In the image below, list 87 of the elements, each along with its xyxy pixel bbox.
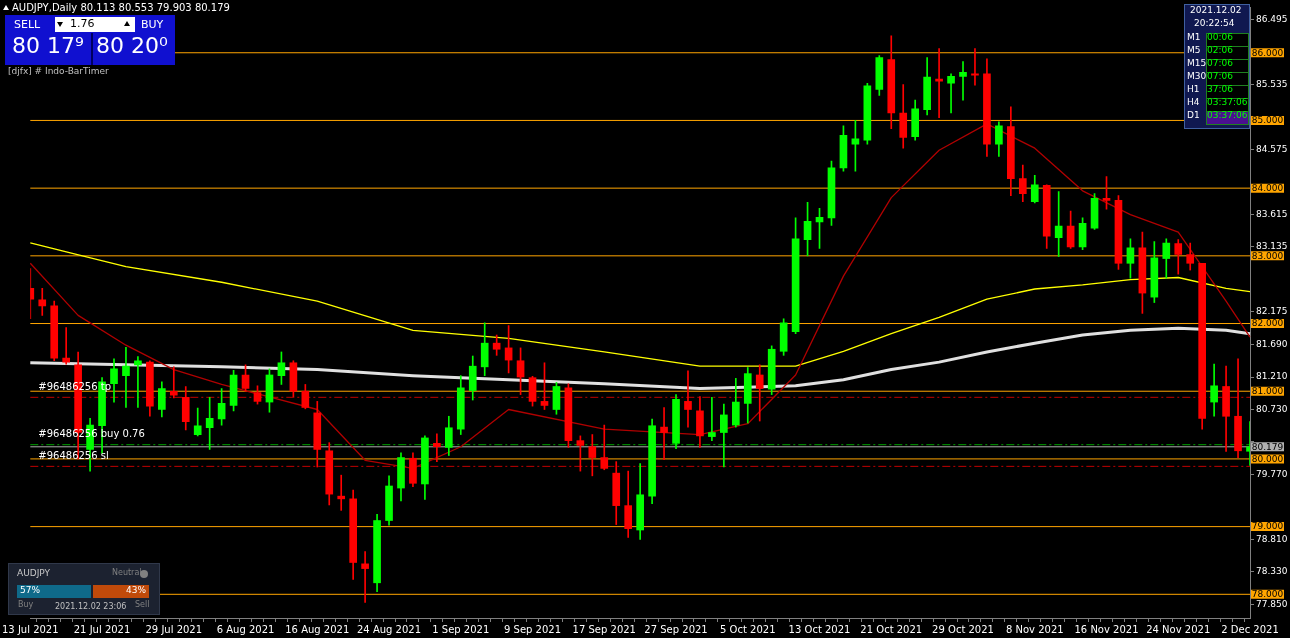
y-tick-label: 78.330 xyxy=(1256,566,1288,577)
candlestick xyxy=(433,433,441,462)
y-tick-label: 83.135 xyxy=(1256,241,1288,252)
annotation: 1.76 xyxy=(70,17,95,31)
candlestick xyxy=(361,551,369,603)
annotation: M30 xyxy=(1187,71,1207,82)
x-tick-label: 17 Sep 2021 xyxy=(572,623,636,635)
annotation: M5 xyxy=(1187,45,1201,56)
x-tick-label: 24 Aug 2021 xyxy=(357,623,422,635)
annotation: 20:22:54 xyxy=(1194,18,1235,29)
x-tick-label: 21 Jul 2021 xyxy=(73,623,131,635)
y-tick-label: 82.175 xyxy=(1256,306,1288,317)
candlestick xyxy=(959,61,967,101)
annotation: 07:06 xyxy=(1207,71,1233,82)
x-tick-label: 2 Dec 2021 xyxy=(1221,623,1279,635)
x-tick-label: 9 Sep 2021 xyxy=(504,623,562,635)
ref-line-label: 82.000 xyxy=(1251,318,1284,329)
x-tick-label: 8 Nov 2021 xyxy=(1005,623,1064,635)
x-tick-label: 6 Aug 2021 xyxy=(216,623,275,635)
candlestick xyxy=(660,407,668,460)
candlestick xyxy=(38,288,47,316)
candlestick xyxy=(122,346,130,408)
candlestick xyxy=(337,474,346,511)
y-tick-label: 83.615 xyxy=(1256,208,1288,219)
annotation: M15 xyxy=(1187,58,1207,69)
y-tick-label: 81.690 xyxy=(1256,338,1288,349)
ref-line-label: 80.179 xyxy=(1251,441,1284,452)
annotation: 2021.12.02 23:06 xyxy=(55,602,127,612)
ref-line-label: 85.000 xyxy=(1251,115,1284,126)
candlestick xyxy=(947,73,955,114)
chart-title: AUDJPY,Daily 80.113 80.553 79.903 80.179 xyxy=(12,2,230,13)
annotation: Neutral xyxy=(112,568,142,578)
x-tick-label: 16 Nov 2021 xyxy=(1074,623,1139,635)
annotation: 02:06 xyxy=(1207,45,1233,56)
annotation: H4 xyxy=(1187,97,1200,108)
annotation: 2021.12.02 xyxy=(1190,5,1242,16)
x-tick-label: 13 Oct 2021 xyxy=(788,623,851,635)
x-tick-label: 21 Oct 2021 xyxy=(860,623,923,635)
y-tick-label: 77.850 xyxy=(1256,598,1288,609)
annotation: AUDJPY xyxy=(17,568,51,579)
annotation: 57% xyxy=(20,585,41,596)
candlestick xyxy=(134,356,142,408)
y-tick-label: 81.210 xyxy=(1256,371,1288,382)
annotation: 03:37:06 xyxy=(1207,97,1248,108)
ref-line-label: 78.000 xyxy=(1251,589,1284,600)
annotation: 03:37:06 xyxy=(1207,110,1248,121)
x-tick-label: 29 Oct 2021 xyxy=(932,623,994,635)
ref-line-label: 83.000 xyxy=(1251,250,1284,261)
annotation: D1 xyxy=(1187,110,1200,121)
x-tick-label: 27 Sep 2021 xyxy=(644,623,708,635)
ref-line-label: 80.000 xyxy=(1251,453,1284,464)
annotation: M1 xyxy=(1187,32,1201,43)
ref-line-label: 79.000 xyxy=(1251,521,1284,532)
y-tick-label: 79.770 xyxy=(1256,468,1288,479)
candlestick xyxy=(971,48,979,86)
annotation: Buy xyxy=(18,600,34,610)
candlestick xyxy=(755,364,764,422)
ref-line-label: 81.000 xyxy=(1251,386,1284,397)
y-tick-label: 84.575 xyxy=(1256,143,1288,154)
x-tick-label: 13 Jul 2021 xyxy=(1,623,59,635)
y-tick-label: 86.495 xyxy=(1256,13,1288,24)
x-tick-label: 24 Nov 2021 xyxy=(1146,623,1211,635)
annotation: SELL xyxy=(14,18,41,32)
annotation: BUY xyxy=(141,18,164,32)
annotation: 07:06 xyxy=(1207,58,1233,69)
candlestick xyxy=(708,396,716,441)
x-tick-label: 5 Oct 2021 xyxy=(720,623,776,635)
annotation: H1 xyxy=(1187,84,1200,95)
annotation: 00:06 xyxy=(1207,32,1233,43)
candlestick xyxy=(684,370,692,428)
candlestick xyxy=(169,366,178,399)
candlestick xyxy=(1054,191,1063,257)
y-tick-label: 80.730 xyxy=(1256,403,1288,414)
annotation: [djfx] # Indo-BarTimer xyxy=(8,66,109,77)
y-tick-label: 85.535 xyxy=(1256,78,1288,89)
annotation: 43% xyxy=(126,585,147,596)
x-tick-label: 1 Sep 2021 xyxy=(432,623,490,635)
annotation: 37:06 xyxy=(1207,84,1233,95)
annotation: 80 20⁰ xyxy=(96,33,168,59)
annotation: 80 17⁹ xyxy=(12,33,84,59)
x-tick-label: 29 Jul 2021 xyxy=(145,623,203,635)
annotation: Sell xyxy=(135,600,150,610)
x-tick-label: 16 Aug 2021 xyxy=(285,623,350,635)
ref-line-label: 86.000 xyxy=(1251,47,1284,58)
candlestick xyxy=(935,48,943,119)
y-tick-label: 78.810 xyxy=(1256,533,1288,544)
ref-line-label: 84.000 xyxy=(1251,182,1284,193)
